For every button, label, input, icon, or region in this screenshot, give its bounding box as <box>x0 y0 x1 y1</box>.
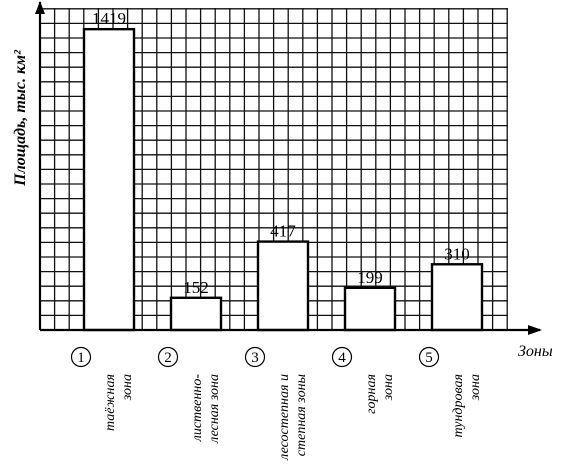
category-number: 1 <box>77 350 85 366</box>
bar-value-label-4: 199 <box>357 268 383 287</box>
category-label-line: степная зоны <box>294 374 309 456</box>
category-5: 5 тундровая зона <box>418 346 483 438</box>
x-axis-arrow <box>528 325 542 335</box>
bar-value-label-5: 310 <box>444 244 470 263</box>
category-number-circle <box>157 346 179 368</box>
category-label-line: зона <box>381 374 396 401</box>
category-1: 1 таёжная зона <box>70 346 135 431</box>
bar-value-label-2: 152 <box>183 278 209 297</box>
bar-4 <box>343 286 397 332</box>
category-label-line: зона <box>120 374 135 401</box>
category-label-line: лесная зона <box>207 374 222 444</box>
axes-group <box>35 1 542 335</box>
bar-1 <box>82 27 136 332</box>
category-number-circle <box>244 346 266 368</box>
bar-5 <box>430 263 484 332</box>
bar-3 <box>256 240 310 332</box>
x-axis-label: Зоны <box>518 343 553 360</box>
category-label-line: лесостепная и <box>277 374 292 461</box>
category-number-circle <box>331 346 353 368</box>
category-number-circle <box>418 346 440 368</box>
y-axis-arrow <box>35 1 45 14</box>
category-number: 2 <box>164 350 172 366</box>
bar-2 <box>169 296 223 332</box>
category-number: 3 <box>251 350 259 366</box>
category-label-line: лиственно- <box>190 374 205 443</box>
category-3: 3 лесостепная и степная зоны <box>244 346 309 461</box>
y-axis-label: Площадь, тыс. км² <box>12 49 29 187</box>
category-label-line: горная <box>364 374 379 414</box>
bar-value-label-3: 417 <box>270 222 296 241</box>
category-number: 4 <box>338 350 346 366</box>
bar-value-label-1: 1419 <box>92 9 126 28</box>
category-label-line: тундровая <box>451 374 466 438</box>
category-2: 2 лиственно-лесная зона <box>157 346 222 444</box>
category-4: 4 горная зона <box>331 346 396 414</box>
category-number-circle <box>70 346 92 368</box>
category-number: 5 <box>425 350 433 366</box>
category-label-line: зона <box>468 374 483 401</box>
category-label-line: таёжная <box>103 374 118 431</box>
